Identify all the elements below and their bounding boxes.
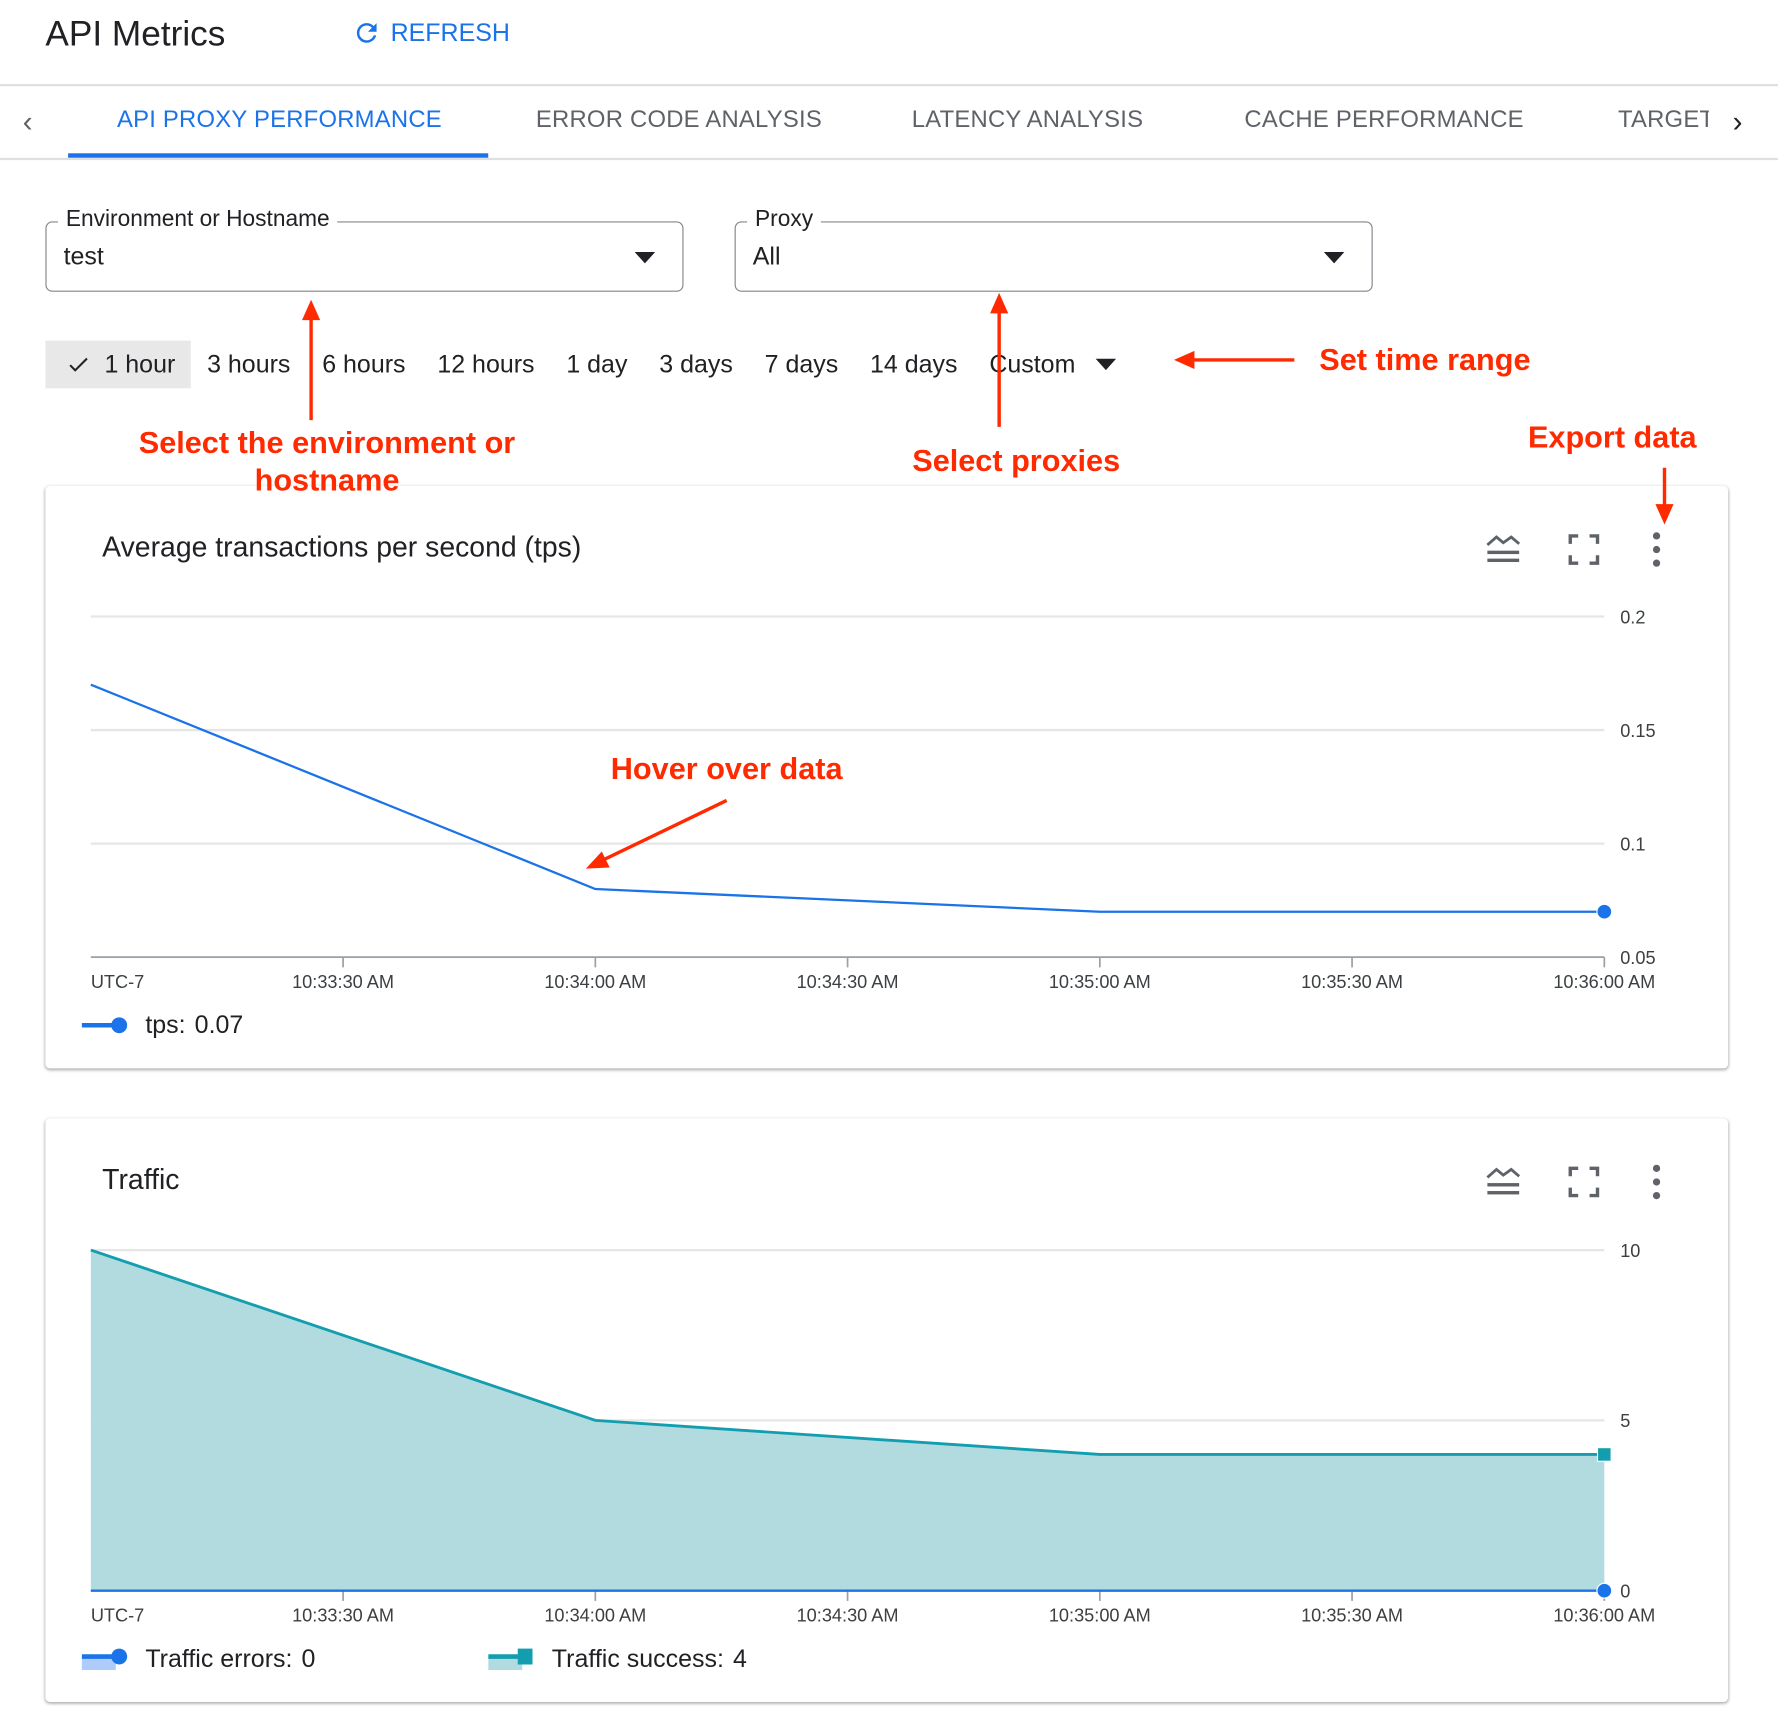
dropdown-caret-icon [1323, 252, 1345, 264]
y-tick-label: 0.15 [1620, 721, 1655, 741]
tabs-scroll-left[interactable]: ‹ [22, 104, 33, 139]
tabs-scroll-right[interactable]: › [1732, 104, 1743, 139]
divider [0, 157, 1778, 161]
time-range-14-days[interactable]: 14 days [870, 349, 958, 379]
y-tick-label: 0 [1620, 1582, 1630, 1602]
tps-chart-card: Average transactions per second (tps) 0.… [45, 485, 1729, 1069]
chart-legend-item: tps: 0.07 [81, 1010, 244, 1041]
legend-value: 4 [733, 1644, 747, 1673]
time-range-selector: 1 hour 3 hours 6 hours 12 hours 1 day 3 … [45, 340, 1132, 389]
y-tick-label: 0.05 [1620, 948, 1655, 968]
active-tab-indicator [68, 153, 489, 158]
legend-label: Traffic errors: [145, 1644, 293, 1673]
timezone-label: UTC-7 [91, 972, 144, 992]
time-range-12-hours[interactable]: 12 hours [437, 349, 535, 379]
data-point-tps [1596, 903, 1613, 920]
refresh-label: REFRESH [390, 18, 510, 47]
time-range-custom[interactable]: Custom [973, 341, 1132, 389]
time-range-6-hours[interactable]: 6 hours [322, 349, 406, 379]
x-tick-label: 10:33:30 AM [292, 1605, 394, 1625]
series-area-traffic-success [90, 1250, 1605, 1591]
proxy-select[interactable]: Proxy All [734, 206, 1373, 292]
traffic-chart[interactable]: 10 5 0 10:33:30 AM 10:34:00 AM 10:34:30 AM 10:… [45, 1118, 1728, 1702]
x-tick-label: 10:35:00 AM [1049, 972, 1151, 992]
x-tick-label: 10:34:30 AM [797, 1605, 899, 1625]
data-point-traffic-errors [1596, 1582, 1613, 1599]
y-tick-label: 5 [1620, 1411, 1630, 1431]
y-tick-label: 0.1 [1620, 834, 1645, 854]
legend-label: Traffic success: [551, 1644, 724, 1673]
y-tick-label: 0.2 [1620, 607, 1645, 627]
fullscreen-icon[interactable] [1568, 1166, 1600, 1203]
x-tick-label: 10:35:30 AM [1301, 1605, 1403, 1625]
chart-legend-toggle-icon[interactable] [1485, 1164, 1521, 1206]
check-icon [69, 357, 88, 372]
legend-area-icon [81, 1648, 128, 1671]
environment-value: test [63, 241, 104, 271]
dropdown-caret-icon [1095, 358, 1117, 371]
legend-label: tps: [145, 1010, 186, 1039]
tps-chart[interactable]: 0.2 0.15 0.1 0.05 10:33:30 AM 10:34:00 AM 10:3… [45, 486, 1728, 1068]
legend-value: 0.07 [194, 1010, 244, 1039]
series-line-traffic-success [90, 1248, 1605, 1456]
tab-cache-performance[interactable]: CACHE PERFORMANCE [1244, 106, 1524, 133]
fullscreen-icon[interactable] [1568, 534, 1600, 571]
annotation-proxies: Select proxies [912, 443, 1121, 479]
x-tick-label: 10:36:00 AM [1553, 1605, 1655, 1625]
tab-target[interactable]: TARGET [1617, 106, 1709, 133]
environment-select[interactable]: Environment or Hostname test [45, 206, 684, 292]
environment-label: Environment or Hostname [57, 206, 338, 233]
x-tick-label: 10:35:30 AM [1301, 972, 1403, 992]
tab-api-proxy-performance[interactable]: API PROXY PERFORMANCE [116, 106, 442, 133]
x-tick-label: 10:34:00 AM [544, 972, 646, 992]
more-options-icon[interactable] [1651, 531, 1662, 573]
proxy-label: Proxy [747, 206, 822, 233]
custom-label: Custom [989, 349, 1076, 379]
x-tick-label: 10:34:30 AM [797, 972, 899, 992]
annotation-export: Export data [1527, 420, 1697, 455]
y-tick-label: 10 [1620, 1241, 1640, 1261]
annotation-hover: Hover over data [610, 751, 843, 786]
divider [0, 84, 1778, 87]
x-tick-label: 10:35:00 AM [1049, 1605, 1151, 1625]
tab-error-code-analysis[interactable]: ERROR CODE ANALYSIS [535, 106, 823, 133]
page-title: API Metrics [45, 13, 226, 54]
data-point-traffic-success [1596, 1447, 1612, 1462]
time-range-3-days[interactable]: 3 days [659, 349, 733, 379]
annotation-environment: Select the environment or hostname [138, 425, 516, 498]
legend-value: 0 [301, 1644, 316, 1673]
x-tick-label: 10:36:00 AM [1553, 972, 1655, 992]
chart-title: Average transactions per second (tps) [102, 531, 582, 564]
traffic-chart-card: Traffic 10 5 0 10:33:30 AM 10:34:00 AM 10:34:… [45, 1118, 1729, 1702]
more-options-icon[interactable] [1651, 1164, 1662, 1206]
legend-area-icon [488, 1648, 533, 1671]
proxy-value: All [752, 241, 781, 271]
chart-legend-toggle-icon[interactable] [1485, 531, 1521, 573]
x-tick-label: 10:33:30 AM [292, 972, 394, 992]
annotation-time-range: Set time range [1319, 342, 1531, 377]
legend-line-icon [81, 1017, 128, 1034]
tab-latency-analysis[interactable]: LATENCY ANALYSIS [911, 106, 1144, 133]
time-range-7-days[interactable]: 7 days [764, 349, 839, 379]
time-range-1-hour[interactable]: 1 hour [45, 340, 192, 389]
chart-legend-item: Traffic errors: 0 [81, 1644, 316, 1674]
time-range-label: 1 hour [104, 349, 176, 379]
time-range-3-hours[interactable]: 3 hours [207, 349, 291, 379]
refresh-button[interactable]: REFRESH [352, 18, 510, 48]
refresh-icon [356, 23, 377, 43]
series-line-tps [90, 683, 1605, 913]
chart-title: Traffic [102, 1163, 180, 1196]
timezone-label: UTC-7 [91, 1605, 144, 1625]
dropdown-caret-icon [634, 252, 656, 264]
time-range-1-day[interactable]: 1 day [566, 349, 628, 379]
x-tick-label: 10:34:00 AM [544, 1605, 646, 1625]
chart-legend-item: Traffic success: 4 [488, 1644, 747, 1674]
